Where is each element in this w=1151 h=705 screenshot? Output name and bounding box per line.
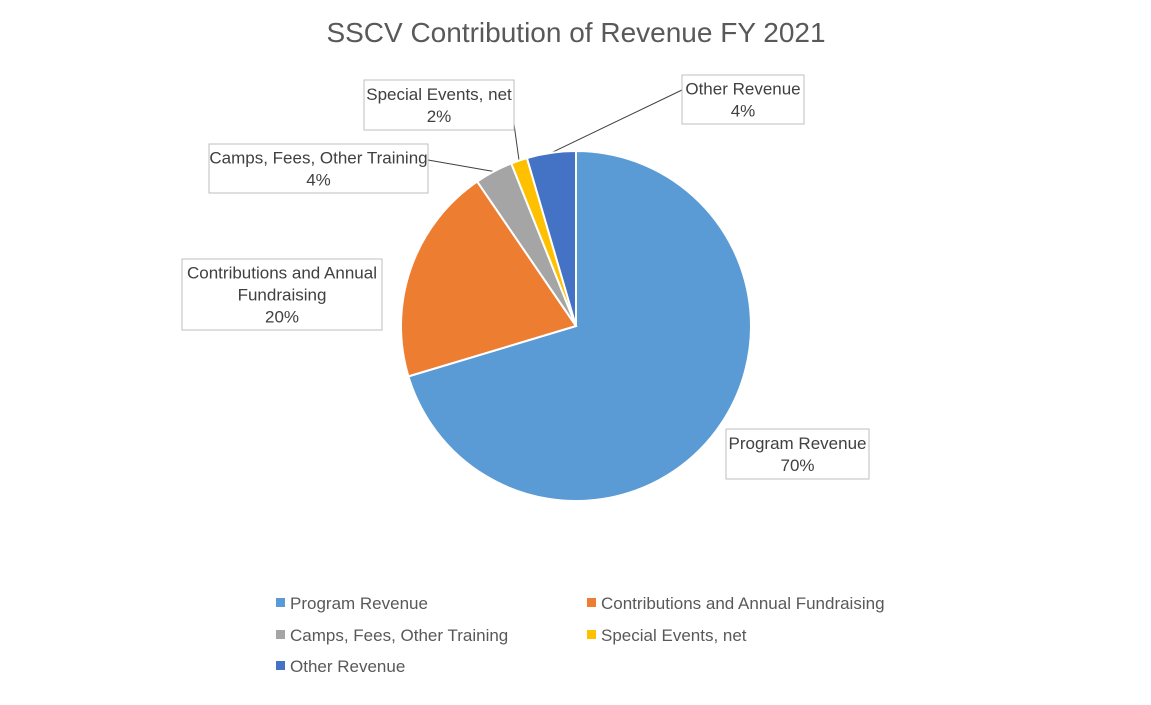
data-label-name-camps-fees-other-training: Camps, Fees, Other Training — [209, 149, 427, 168]
data-label-box-camps-fees-other-training — [208, 143, 429, 194]
legend-label-program-revenue: Program Revenue — [290, 594, 428, 613]
pie-slices — [400, 149, 752, 502]
slice-other-revenue — [525, 149, 577, 327]
slice-program-revenue — [407, 149, 752, 502]
data-label-percent-program-revenue: 70% — [780, 456, 814, 475]
legend-swatch-special-events-net — [587, 630, 596, 639]
data-label-percent-other-revenue: 4% — [731, 102, 756, 121]
data-label-name-program-revenue: Program Revenue — [729, 434, 867, 453]
slice-contributions-and-annual-fundraising — [400, 180, 578, 378]
legend: Program Revenue Contributions and Annual … — [276, 594, 885, 676]
legend-swatch-camps-fees-other-training — [276, 630, 285, 639]
data-label-name-contributions-and-annual-fundraising: Contributions and Annual — [187, 264, 377, 283]
data-label-percent-camps-fees-other-training: 4% — [306, 171, 331, 190]
leader-line-special-events-net — [513, 123, 520, 161]
data-label-box-program-revenue — [725, 428, 870, 480]
data-label-box-contributions-and-annual-fundraising — [181, 258, 383, 331]
data-label-name-contributions-and-annual-fundraising: Fundraising — [238, 286, 327, 305]
data-label-percent-special-events-net: 2% — [427, 107, 452, 126]
legend-swatch-program-revenue — [276, 598, 285, 607]
legend-label-special-events-net: Special Events, net — [601, 626, 747, 645]
data-label-box-other-revenue — [681, 74, 805, 125]
leader-lines — [427, 89, 683, 173]
data-label-name-other-revenue: Other Revenue — [685, 80, 800, 99]
legend-label-other-revenue: Other Revenue — [290, 657, 405, 676]
legend-swatch-contributions-and-annual-fundraising — [587, 598, 596, 607]
leader-line-other-revenue — [551, 89, 683, 154]
leader-line-camps-fees-other-training — [427, 159, 494, 173]
data-label-percent-contributions-and-annual-fundraising: 20% — [265, 308, 299, 327]
data-labels: Program Revenue 70% Contributions and Annu… — [181, 74, 870, 480]
legend-label-contributions-and-annual-fundraising: Contributions and Annual Fundraising — [601, 594, 885, 613]
data-label-name-special-events-net: Special Events, net — [366, 85, 512, 104]
data-label-box-special-events-net — [363, 79, 515, 131]
chart-title: SSCV Contribution of Revenue FY 2021 — [326, 17, 825, 48]
legend-label-camps-fees-other-training: Camps, Fees, Other Training — [290, 626, 508, 645]
legend-swatch-other-revenue — [276, 661, 285, 670]
